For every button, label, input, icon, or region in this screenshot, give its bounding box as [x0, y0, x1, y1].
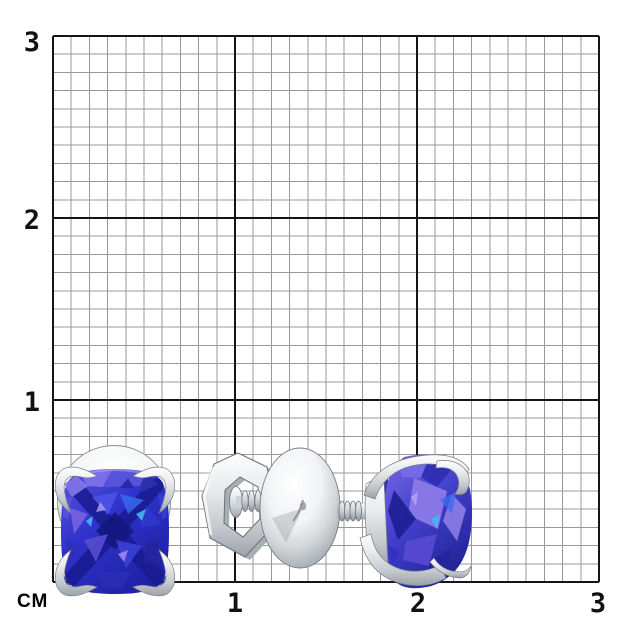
unit-label: СМ — [17, 591, 48, 612]
prongs-front — [54, 466, 176, 597]
y-axis-label-3: 3 — [24, 27, 40, 58]
earring-side-view — [359, 454, 473, 589]
basket-and-prongs — [359, 454, 472, 586]
x-axis-label-1: 1 — [227, 588, 243, 619]
post-threads — [338, 500, 362, 522]
y-axis-label-1: 1 — [24, 387, 40, 418]
gem-front — [61, 469, 169, 594]
x-axis-label-3: 3 — [590, 588, 606, 619]
gem-side — [383, 454, 473, 589]
earring-front-view — [54, 445, 176, 597]
y-axis-label-2: 2 — [24, 205, 40, 236]
axis-labels: 3 2 1 1 2 3 СМ — [17, 27, 606, 619]
screw-back-clasp — [201, 447, 385, 569]
x-axis-label-2: 2 — [410, 588, 426, 619]
